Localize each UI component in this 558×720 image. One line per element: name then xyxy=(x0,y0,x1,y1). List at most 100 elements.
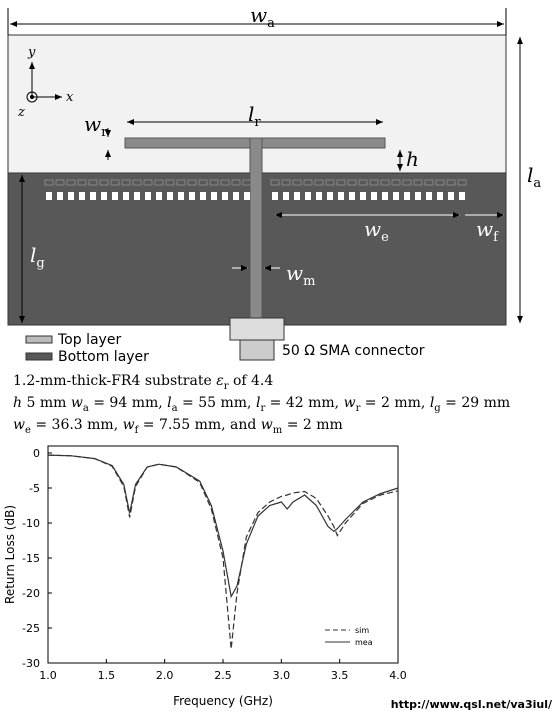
axis-name: y xyxy=(27,45,36,60)
dimension-label: h xyxy=(406,147,419,171)
caption-text: = 2 mm, xyxy=(360,395,429,411)
caption-text: l xyxy=(430,395,434,411)
caption-text: = 36.3 mm, xyxy=(31,417,123,433)
dimension-symbol: w xyxy=(84,112,101,136)
dimension-symbol: l xyxy=(30,243,36,267)
slot xyxy=(349,192,355,200)
x-tick-label: 2.0 xyxy=(156,669,174,682)
caption-text: 5 mm xyxy=(22,395,71,411)
legend-label: sim xyxy=(355,626,369,635)
slot-arm xyxy=(336,179,346,186)
y-tick-label: -5 xyxy=(29,482,40,495)
slot xyxy=(101,192,107,200)
caption-text: l xyxy=(256,395,260,411)
dimension-label: wa xyxy=(250,3,275,31)
caption-subscript: g xyxy=(434,403,441,414)
dimension-subscript: r xyxy=(101,125,108,140)
caption-text: = 2 mm xyxy=(282,417,343,433)
connector xyxy=(229,317,285,341)
dimension-label: we xyxy=(364,217,389,245)
slot-arm xyxy=(391,179,401,186)
dimension-label: wf xyxy=(476,217,499,245)
slot-arm xyxy=(231,179,241,186)
slot xyxy=(233,192,239,200)
slot-arm xyxy=(242,179,252,186)
dimension-label: wm xyxy=(286,261,315,289)
slot-arm xyxy=(424,179,434,186)
slot xyxy=(222,192,228,200)
dimension-symbol: l xyxy=(527,163,533,187)
axis-name: z xyxy=(17,105,25,120)
dimension-symbol: w xyxy=(364,217,381,241)
slot xyxy=(404,192,410,200)
slot-arm xyxy=(435,179,445,186)
caption-subscript: f xyxy=(135,425,140,436)
dimension-label: la xyxy=(527,163,541,191)
dimension-symbol: w xyxy=(250,3,267,27)
dimension-label: wr xyxy=(84,112,108,140)
slot xyxy=(393,192,399,200)
caption-text: w xyxy=(123,417,135,433)
y-tick-label: -25 xyxy=(22,622,40,635)
slot-arm xyxy=(281,179,291,186)
slot xyxy=(382,192,388,200)
caption-line: 1.2-mm-thick-FR4 substrate εr of 4.4 xyxy=(13,373,273,392)
y-tick-label: -20 xyxy=(22,587,40,600)
caption-text: w xyxy=(261,417,273,433)
slot-arm xyxy=(176,179,186,186)
slot xyxy=(57,192,63,200)
x-tick-label: 3.5 xyxy=(331,669,349,682)
caption-text: w xyxy=(344,395,356,411)
slot xyxy=(448,192,454,200)
caption-line: h 5 mm wa = 94 mm, la = 55 mm, lr = 42 m… xyxy=(13,395,510,414)
slot xyxy=(305,192,311,200)
slot xyxy=(112,192,118,200)
caption-text: w xyxy=(13,417,25,433)
slot xyxy=(145,192,151,200)
slot xyxy=(338,192,344,200)
slot-arm xyxy=(110,179,120,186)
caption-subscript: r xyxy=(224,381,229,392)
caption-subscript: e xyxy=(25,425,31,436)
slot xyxy=(272,192,278,200)
legend-label: Bottom layer xyxy=(58,349,149,365)
caption-text: of 4.4 xyxy=(229,373,274,389)
caption-text: = 29 mm xyxy=(441,395,510,411)
dimension-label: lr xyxy=(248,102,261,130)
dimension-subscript: r xyxy=(254,115,261,130)
x-tick-label: 4.0 xyxy=(389,669,407,682)
caption-text: l xyxy=(167,395,171,411)
dimension-subscript: m xyxy=(303,274,315,289)
slot xyxy=(68,192,74,200)
top-swatch xyxy=(25,335,53,344)
slot-arm xyxy=(132,179,142,186)
slot xyxy=(178,192,184,200)
y-tick-label: -30 xyxy=(22,657,40,670)
slot-arm xyxy=(446,179,456,186)
dimension-symbol: w xyxy=(286,261,303,285)
legend-label: Top layer xyxy=(57,332,121,348)
dimension-subscript: a xyxy=(267,16,275,31)
slot xyxy=(316,192,322,200)
y-tick-label: 0 xyxy=(33,447,40,460)
y-tick-label: -10 xyxy=(22,517,40,530)
slot-arm xyxy=(402,179,412,186)
dimension-subscript: g xyxy=(36,256,44,271)
slot-arm xyxy=(292,179,302,186)
x-tick-label: 3.0 xyxy=(273,669,291,682)
slot xyxy=(283,192,289,200)
slot-arm xyxy=(369,179,379,186)
x-tick-label: 1.0 xyxy=(39,669,57,682)
caption-subscript: a xyxy=(83,403,89,414)
slot-arm xyxy=(325,179,335,186)
slots xyxy=(44,179,467,200)
slot-arm xyxy=(347,179,357,186)
slot-arm xyxy=(198,179,208,186)
slot-arm xyxy=(270,179,280,186)
slot xyxy=(415,192,421,200)
feed-line xyxy=(249,137,263,319)
slot xyxy=(437,192,443,200)
slot xyxy=(244,192,250,200)
